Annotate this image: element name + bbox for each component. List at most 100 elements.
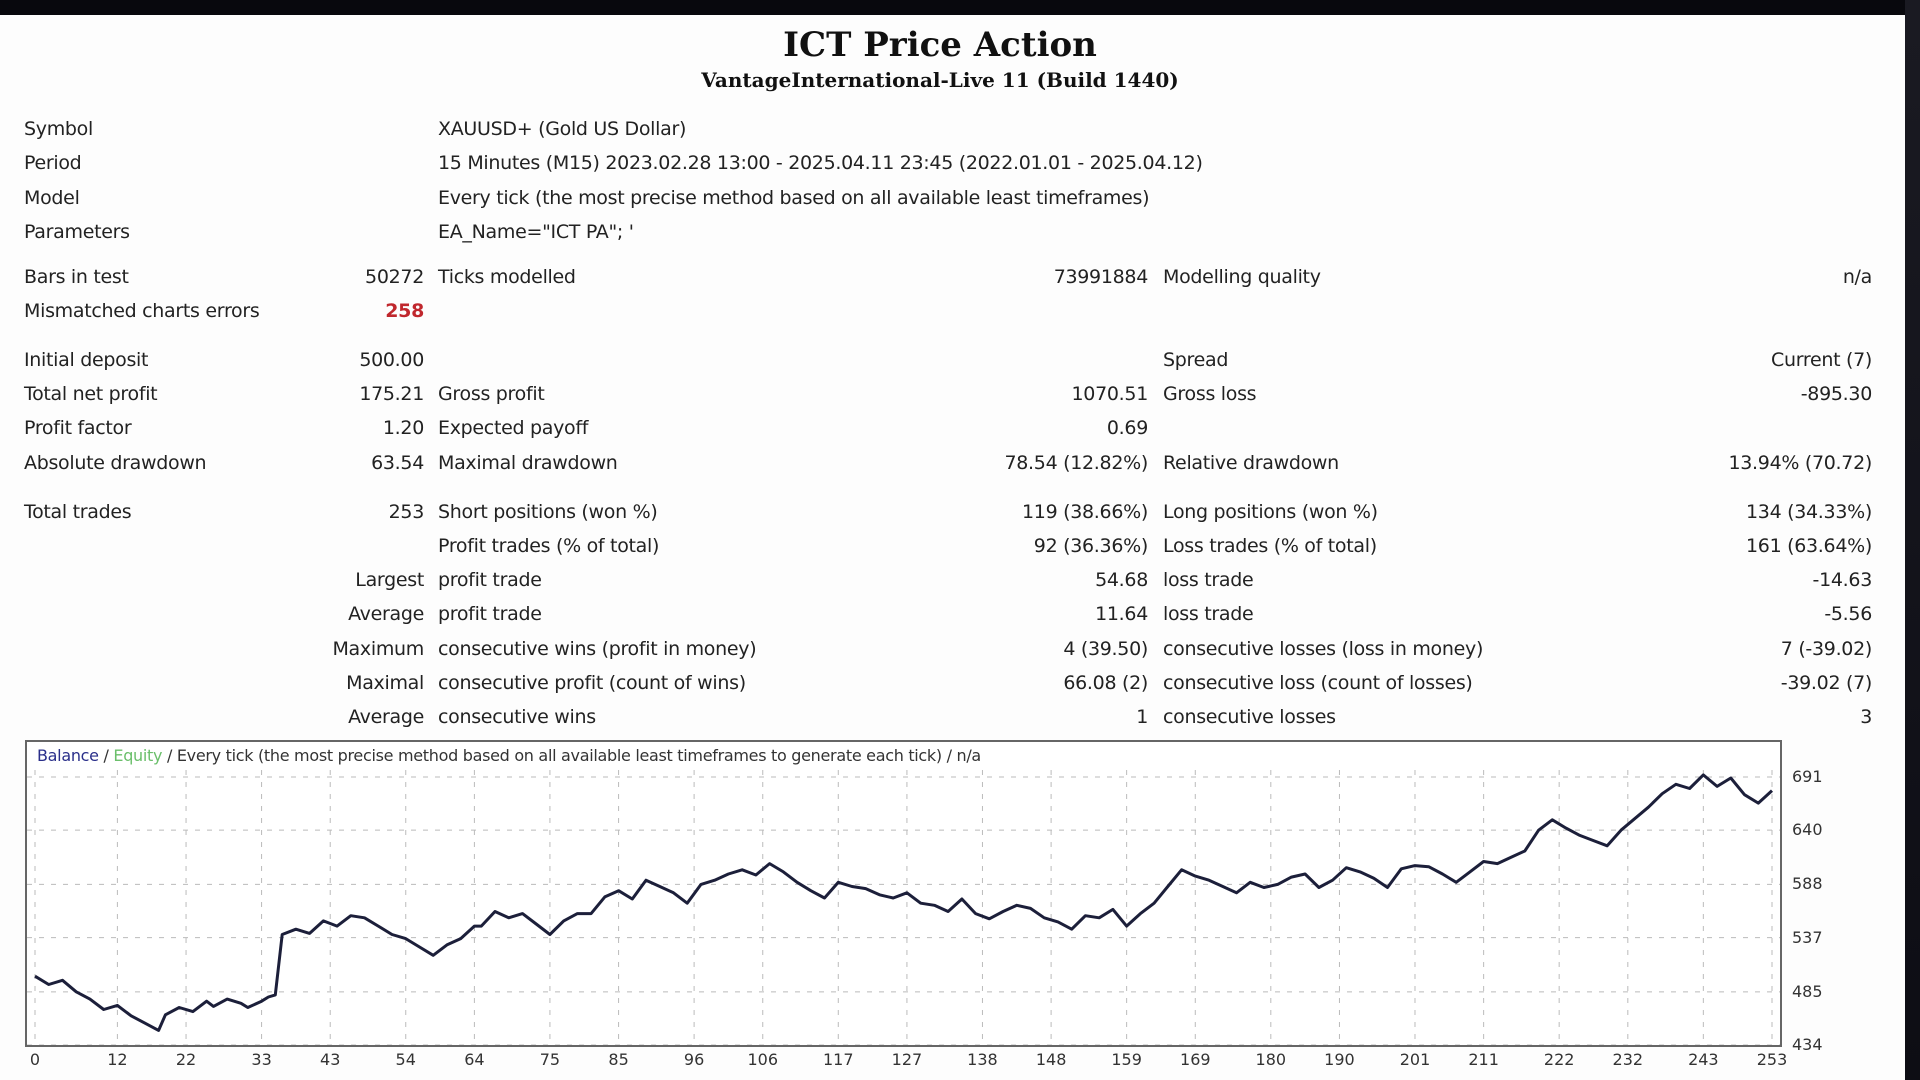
average-profit-trade-value: 11.64 bbox=[1095, 603, 1148, 625]
max-consecutive-wins-value: 4 (39.50) bbox=[1063, 638, 1148, 660]
x-tick-label: 12 bbox=[107, 1050, 128, 1069]
average-loss-trade-value: -5.56 bbox=[1824, 603, 1872, 625]
period-label: Period bbox=[24, 152, 82, 174]
parameters-label: Parameters bbox=[24, 221, 130, 243]
x-tick-label: 253 bbox=[1756, 1050, 1788, 1069]
expected-payoff-label: Expected payoff bbox=[438, 417, 589, 439]
x-tick-label: 75 bbox=[539, 1050, 561, 1069]
absolute-drawdown-label: Absolute drawdown bbox=[24, 452, 207, 474]
bars-in-test-label: Bars in test bbox=[24, 266, 129, 288]
x-tick-label: 190 bbox=[1324, 1050, 1355, 1069]
loss-trades-value: 161 (63.64%) bbox=[1746, 535, 1872, 557]
total-net-profit-value: 175.21 bbox=[359, 383, 424, 405]
x-tick-label: 169 bbox=[1180, 1050, 1211, 1069]
model-value: Every tick (the most precise method base… bbox=[438, 187, 1150, 209]
report-subtitle: VantageInternational-Live 11 (Build 1440… bbox=[701, 68, 1179, 92]
max-consecutive-losses-value: 7 (-39.02) bbox=[1780, 638, 1873, 660]
period-value: 15 Minutes (M15) 2023.02.28 13:00 - 2025… bbox=[438, 152, 1203, 174]
largest-label: Largest bbox=[355, 569, 424, 591]
maximal-consecutive-profit-value: 66.08 (2) bbox=[1063, 672, 1148, 694]
modelling-quality-label: Modelling quality bbox=[1163, 266, 1321, 288]
y-tick-label: 691 bbox=[1792, 767, 1823, 786]
maximum-label: Maximum bbox=[332, 638, 424, 660]
short-positions-label: Short positions (won %) bbox=[438, 501, 658, 523]
x-tick-label: 243 bbox=[1688, 1050, 1719, 1069]
expected-payoff-value: 0.69 bbox=[1106, 417, 1148, 439]
gross-loss-value: -895.30 bbox=[1800, 383, 1873, 405]
ticks-modelled-label: Ticks modelled bbox=[438, 266, 576, 288]
y-tick-label: 537 bbox=[1792, 927, 1823, 947]
largest-profit-trade-value: 54.68 bbox=[1095, 569, 1148, 591]
maximal-label: Maximal bbox=[346, 672, 424, 694]
total-trades-value: 253 bbox=[388, 501, 425, 523]
parameters-value: EA_Name="ICT PA"; ' bbox=[438, 221, 634, 243]
y-tick-label: 434 bbox=[1792, 1035, 1823, 1054]
profit-trades-value: 92 (36.36%) bbox=[1033, 535, 1149, 557]
long-positions-value: 134 (34.33%) bbox=[1746, 501, 1872, 523]
average-profit-trade-label: profit trade bbox=[438, 603, 542, 625]
strategy-tester-report: ICT Price Action VantageInternational-Li… bbox=[0, 15, 1905, 1080]
largest-profit-trade-label: profit trade bbox=[438, 569, 542, 591]
x-tick-label: 64 bbox=[464, 1050, 485, 1069]
x-tick-label: 117 bbox=[822, 1050, 854, 1069]
x-tick-label: 159 bbox=[1111, 1050, 1142, 1069]
symbol-label: Symbol bbox=[24, 118, 93, 140]
x-tick-label: 0 bbox=[29, 1050, 41, 1069]
maximal-drawdown-label: Maximal drawdown bbox=[438, 452, 618, 474]
legend-model-description: / Every tick (the most precise method ba… bbox=[162, 746, 981, 765]
model-label: Model bbox=[24, 187, 80, 209]
maximal-consecutive-loss-label: consecutive loss (count of losses) bbox=[1163, 672, 1473, 694]
total-net-profit-label: Total net profit bbox=[24, 383, 158, 405]
window-right-edge bbox=[1905, 0, 1920, 1080]
long-positions-label: Long positions (won %) bbox=[1163, 501, 1378, 523]
relative-drawdown-label: Relative drawdown bbox=[1163, 452, 1339, 474]
window-top-bar bbox=[0, 0, 1920, 15]
largest-loss-trade-value: -14.63 bbox=[1812, 569, 1873, 591]
average-consecutive-wins-value: 1 bbox=[1136, 706, 1148, 728]
gross-profit-label: Gross profit bbox=[438, 383, 545, 405]
x-tick-label: 106 bbox=[747, 1050, 779, 1069]
initial-deposit-value: 500.00 bbox=[359, 349, 424, 371]
average-consecutive-losses-label: consecutive losses bbox=[1163, 706, 1336, 728]
max-consecutive-wins-label: consecutive wins (profit in money) bbox=[438, 638, 757, 660]
bars-in-test-value: 50272 bbox=[365, 266, 424, 288]
short-positions-value: 119 (38.66%) bbox=[1022, 501, 1148, 523]
x-tick-label: 54 bbox=[395, 1050, 416, 1069]
avg-label: Average bbox=[348, 706, 424, 728]
ticks-modelled-value: 73991884 bbox=[1053, 266, 1149, 288]
average-label: Average bbox=[348, 603, 424, 625]
x-tick-label: 127 bbox=[891, 1050, 923, 1069]
x-tick-label: 148 bbox=[1035, 1050, 1067, 1069]
legend-balance: Balance bbox=[37, 746, 99, 765]
maximal-consecutive-loss-value: -39.02 (7) bbox=[1780, 672, 1873, 694]
largest-loss-trade-label: loss trade bbox=[1163, 569, 1254, 591]
chart-legend: Balance / Equity / Every tick (the most … bbox=[37, 746, 981, 765]
legend-equity: Equity bbox=[113, 746, 163, 765]
mismatched-errors-label: Mismatched charts errors bbox=[24, 300, 260, 322]
gross-loss-label: Gross loss bbox=[1163, 383, 1257, 405]
profit-factor-value: 1.20 bbox=[382, 417, 424, 439]
y-tick-label: 485 bbox=[1792, 981, 1823, 1001]
x-tick-label: 22 bbox=[175, 1050, 197, 1069]
profit-factor-label: Profit factor bbox=[24, 417, 132, 439]
x-tick-label: 33 bbox=[251, 1050, 272, 1069]
x-tick-label: 96 bbox=[683, 1050, 705, 1069]
loss-trades-label: Loss trades (% of total) bbox=[1163, 535, 1377, 557]
report-title: ICT Price Action bbox=[783, 25, 1097, 65]
max-consecutive-losses-label: consecutive losses (loss in money) bbox=[1163, 638, 1484, 660]
x-tick-label: 211 bbox=[1468, 1050, 1499, 1069]
initial-deposit-label: Initial deposit bbox=[24, 349, 149, 371]
balance-chart: Balance / Equity / Every tick (the most … bbox=[25, 740, 1782, 1047]
x-tick-label: 222 bbox=[1543, 1050, 1575, 1069]
absolute-drawdown-value: 63.54 bbox=[371, 452, 424, 474]
gross-profit-value: 1070.51 bbox=[1071, 383, 1149, 405]
spread-value: Current (7) bbox=[1770, 349, 1872, 371]
legend-separator: / bbox=[98, 746, 114, 765]
x-tick-label: 232 bbox=[1612, 1050, 1644, 1069]
x-tick-label: 138 bbox=[967, 1050, 998, 1069]
spread-label: Spread bbox=[1163, 349, 1229, 371]
x-tick-label: 43 bbox=[320, 1050, 341, 1069]
x-tick-label: 85 bbox=[608, 1050, 629, 1069]
mismatched-errors-value: 258 bbox=[385, 300, 424, 322]
relative-drawdown-value: 13.94% (70.72) bbox=[1728, 452, 1872, 474]
